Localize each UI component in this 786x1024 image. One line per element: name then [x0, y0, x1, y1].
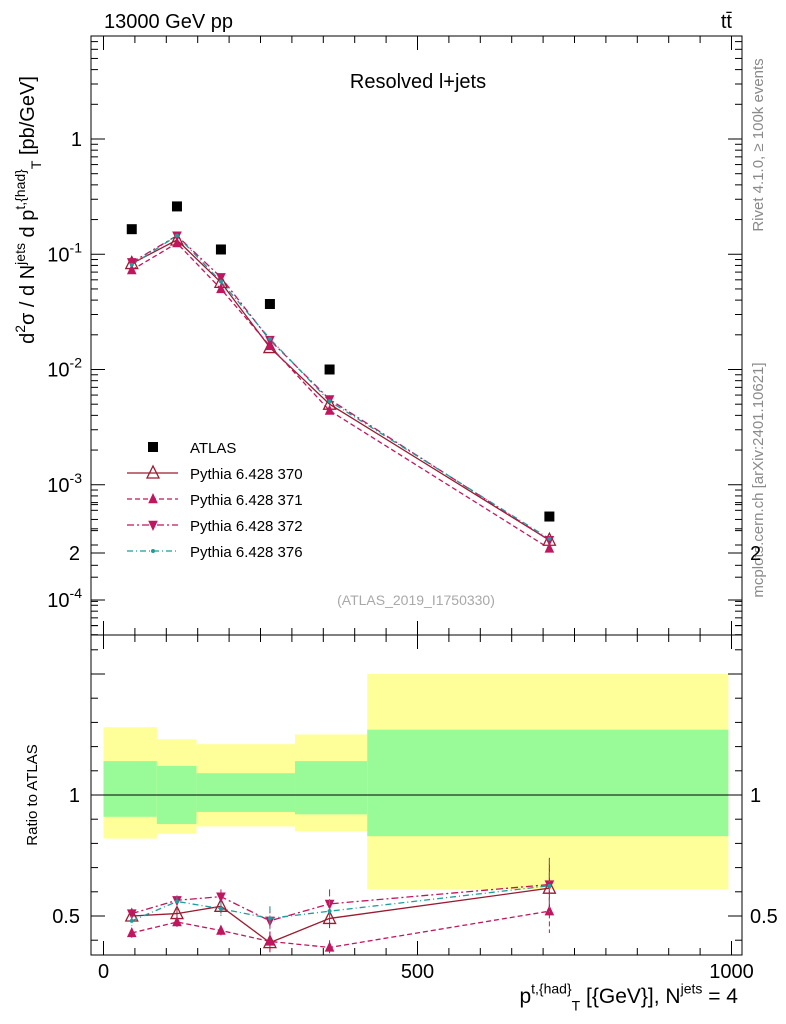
main-series-2-point [126, 264, 137, 275]
main-y-tick-label: 10-4​ [47, 585, 82, 612]
atlas-data-point [215, 244, 226, 255]
atlas-data-point [171, 201, 182, 212]
side-label-mcplots: mcplots.cern.ch [arXiv:2401.10621] [750, 362, 767, 597]
legend-label-1: Pythia 6.428 370 [190, 466, 303, 483]
side-label-rivet: Rivet 4.1.0, ≥ 100k events [750, 58, 767, 231]
main-series-4-point [267, 336, 272, 341]
legend-marker-2 [148, 493, 158, 504]
main-y-axis-label: d2​σ / d Njets​ d pt,{had}​T​ [pb/GeV] [12, 76, 44, 344]
main-series-2-point [172, 237, 182, 248]
main-series-3-point [216, 273, 226, 284]
ratio-series-1-point [126, 926, 137, 938]
ratio-mc-lines [124, 857, 557, 955]
ratio-series-1-point [172, 916, 182, 927]
ratio-series-2-point [216, 892, 226, 903]
atlas-data-point [126, 224, 137, 235]
ratio-series-3-point [174, 899, 179, 904]
ratio-series-3-point [547, 883, 552, 888]
legend-label-0: ATLAS [190, 440, 236, 457]
ratio-series-0-point [322, 909, 337, 925]
ratio-series-1-point [265, 935, 275, 946]
legend-label-4: Pythia 6.428 376 [190, 544, 303, 561]
main-series-4-point [174, 233, 179, 238]
main-series-line-2 [131, 242, 550, 550]
ratio-series-line-1 [131, 910, 550, 949]
ratio-series-3-point [129, 918, 134, 923]
main-series-3-point [265, 335, 275, 347]
ratio-y-tick-label-left: 0.5 [52, 906, 80, 928]
ratio-series-line-3 [131, 885, 550, 922]
main-y-tick-label: 10-3​ [47, 470, 82, 497]
main-y-tick-label: 10-1​ [47, 239, 82, 266]
atlas-data-point [324, 364, 335, 375]
legend-label-3: Pythia 6.428 372 [190, 518, 303, 535]
main-series-line-4 [131, 234, 550, 540]
ratio-y-tick-label-left: 2 [69, 543, 80, 565]
x-axis-label: pt,{had}​T​ [{GeV}], Njets​ = 4 [519, 981, 738, 1014]
ratio-y-tick-label-right: 1 [750, 785, 761, 807]
legend-marker-atlas [148, 442, 158, 452]
atlas-data-point [264, 299, 275, 310]
watermark: (ATLAS_2019_I1750330) [337, 592, 495, 608]
main-series-4-point [129, 262, 134, 267]
ratio-series-3-point [327, 909, 332, 914]
main-series-2-point [324, 404, 335, 415]
x-tick-label: 1000 [709, 961, 754, 983]
energy-label: 13000 GeV pp [104, 11, 233, 33]
ratio-series-3-point [267, 916, 272, 921]
axis-ticks: 10-4​ 10-3​ 10-2​ 10-1​ 1 0.5 0.5 1 1 2 2 0 500 1000 [47, 36, 778, 983]
main-series-2-point [544, 542, 555, 553]
atlas-data-point [544, 511, 555, 522]
ratio-series-1-point [216, 924, 226, 935]
x-tick-label: 500 [401, 961, 434, 983]
ratio-y-axis-label: Ratio to ATLAS [24, 744, 41, 845]
main-y-tick-label: 10-2​ [47, 355, 82, 382]
main-series-4-point [218, 279, 223, 284]
ratio-series-1-point [324, 941, 335, 952]
ratio-series-line-0 [131, 887, 550, 944]
x-tick-label: 0 [98, 961, 109, 983]
ratio-band-inner-3 [295, 761, 368, 815]
main-series-4-point [327, 399, 332, 404]
legend-label-2: Pythia 6.428 371 [190, 492, 303, 509]
legend-marker-4 [151, 549, 155, 553]
ratio-y-tick-label-right: 0.5 [750, 906, 778, 928]
main-series-2-point [216, 282, 226, 294]
ratio-band-inner-0 [103, 761, 157, 817]
ratio-y-tick-label-right: 2 [750, 543, 761, 565]
main-markers [124, 201, 557, 553]
ratio-band-inner-2 [196, 773, 296, 812]
main-series-line-1 [131, 239, 550, 541]
legend-marker-1 [145, 464, 161, 479]
ratio-series-2-point [126, 909, 137, 920]
ratio-uncertainty-bands [103, 674, 732, 890]
ratio-y-tick-label-left: 1 [69, 785, 80, 807]
ratio-series-3-point [218, 906, 223, 911]
main-panel-frame [90, 35, 743, 636]
main-mc-lines [131, 234, 550, 550]
ratio-series-1-point [544, 905, 555, 916]
process-label: tt̄ [721, 11, 733, 33]
plot-title: Resolved l+jets [350, 71, 486, 93]
legend: ATLAS Pythia 6.428 370 Pythia 6.428 371 Pyt… [127, 440, 303, 561]
main-y-tick-label: 1 [71, 129, 82, 151]
legend-marker-3 [148, 520, 158, 531]
main-series-4-point [547, 536, 552, 541]
main-series-line-3 [131, 234, 550, 541]
ratio-series-line-2 [131, 883, 550, 922]
ratio-band-inner-4 [367, 729, 729, 837]
main-series-3-point [544, 536, 555, 547]
